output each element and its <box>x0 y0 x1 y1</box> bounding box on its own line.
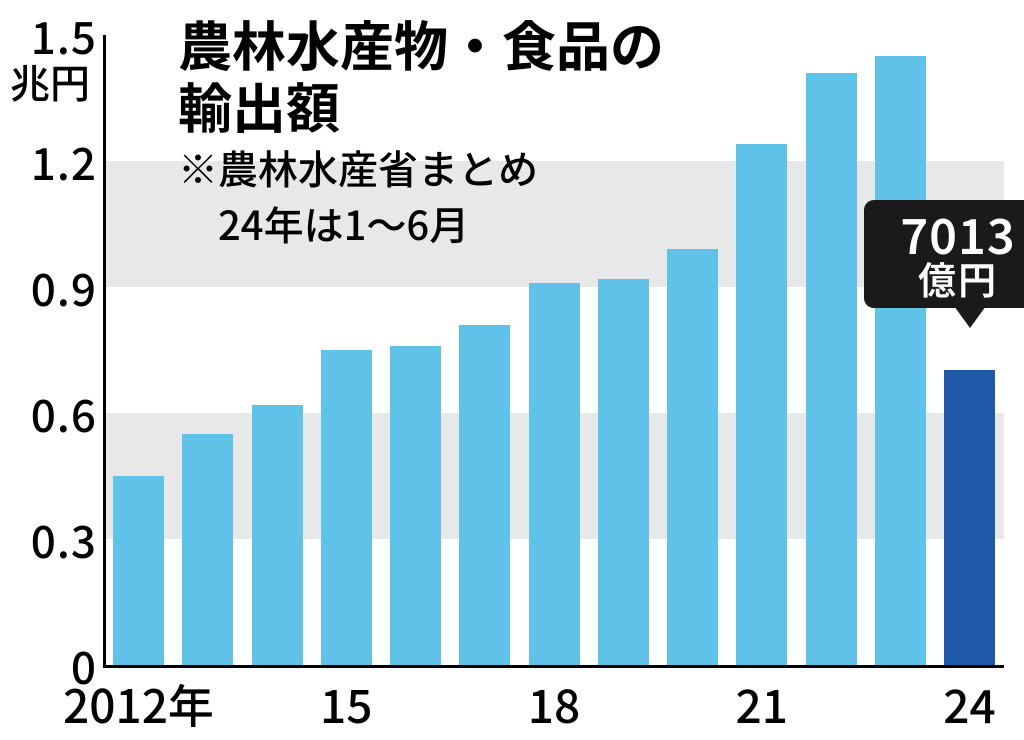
bar <box>252 405 303 665</box>
bar <box>529 283 580 665</box>
chart-subtitle-line2: 24年は1～6月 <box>178 198 664 248</box>
y-tick-label: 0.3 <box>31 507 103 571</box>
y-tick-label: 1.2 <box>31 129 103 193</box>
x-tick-label: 18 <box>528 671 580 737</box>
bar <box>944 370 995 665</box>
chart-title-block: 農林水産物・食品の 輸出額 ※農林水産省まとめ 24年は1～6月 <box>178 12 664 248</box>
bar <box>390 346 441 665</box>
x-tick-label: 15 <box>320 671 372 737</box>
chart-title-line2: 輸出額 <box>178 74 664 136</box>
x-tick-labels: 2012年15182124 <box>103 671 1004 731</box>
y-tick-label: 0.9 <box>31 255 103 319</box>
bar <box>113 476 164 665</box>
bar <box>736 144 787 665</box>
bar <box>321 350 372 665</box>
bar <box>667 249 718 665</box>
export-value-bar-chart: 00.30.60.91.21.5 兆円 農林水産物・食品の 輸出額 ※農林水産省… <box>0 0 1024 740</box>
bar <box>806 73 857 665</box>
y-tick-label: 0.6 <box>31 381 103 445</box>
bar <box>598 279 649 665</box>
y-axis-unit-label: 兆円 <box>10 60 90 102</box>
bar <box>875 56 926 665</box>
x-tick-label: 21 <box>736 671 788 737</box>
chart-subtitle-line1: ※農林水産省まとめ <box>178 142 664 192</box>
x-tick-label: 24 <box>943 671 995 737</box>
bar <box>459 325 510 665</box>
x-axis-baseline <box>103 665 1004 668</box>
last-bar-callout: 7013 億円 <box>864 200 1024 308</box>
x-tick-label: 2012年 <box>63 671 214 737</box>
bar <box>182 434 233 665</box>
